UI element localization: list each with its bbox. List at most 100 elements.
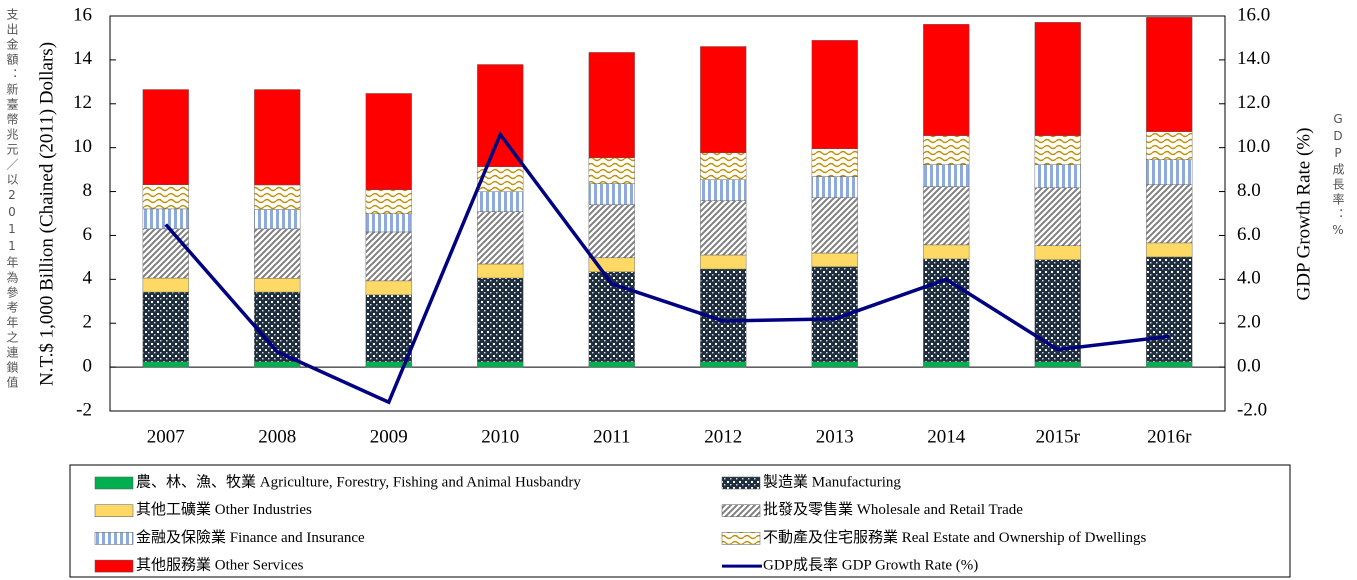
bar-segment [365, 280, 412, 296]
x-tick-label: 2012 [704, 426, 742, 447]
y-tick-label: 16 [73, 4, 92, 25]
y-tick-label: 8 [83, 180, 93, 201]
bar-segment [254, 278, 301, 293]
y2-tick-label: 2.0 [1237, 312, 1261, 333]
legend-swatch [94, 532, 134, 545]
bar-segment [1146, 131, 1193, 160]
y2-tick-label: 16.0 [1237, 4, 1270, 25]
bar-segment [365, 294, 412, 362]
bar-segment [365, 93, 412, 191]
y-tick-label: 14 [73, 48, 93, 69]
bar-segment [254, 184, 301, 210]
bar-segment [811, 361, 858, 368]
bar-segment [477, 211, 524, 265]
legend-label: 其他工礦業 Other Industries [136, 501, 312, 518]
x-tick-label: 2014 [927, 426, 966, 447]
bar-segment [365, 189, 412, 214]
y-tick-label: 4 [83, 268, 93, 289]
bar-segment [142, 291, 189, 362]
bar-segment [365, 213, 412, 233]
bar-segment [811, 148, 858, 177]
bar-segment [923, 164, 970, 187]
bar-segment [1146, 159, 1193, 185]
bar-segment [700, 152, 747, 180]
bar-segment [1034, 361, 1081, 368]
legend-swatch [721, 532, 761, 545]
y-tick-label: 0 [83, 355, 93, 376]
y-axis-title-zh: 支出金額：新臺幣兆元／以2011年為參考年之連鎖值 [5, 8, 19, 391]
bar-segment [1034, 164, 1081, 189]
bar-segment [588, 52, 635, 158]
bar-segment [588, 204, 635, 259]
bar-segment [588, 157, 635, 184]
bar-segment [588, 183, 635, 205]
bar-segment [477, 191, 524, 212]
y2-tick-label: 6.0 [1237, 224, 1261, 245]
legend-label: GDP成長率 GDP Growth Rate (%) [763, 557, 978, 574]
bar-segment [477, 263, 524, 279]
bar-segment [923, 258, 970, 362]
y2-tick-label: -2.0 [1237, 399, 1267, 420]
y2-axis-title-zh: GDP成長率：% [1331, 112, 1345, 240]
x-tick-label: 2010 [481, 426, 519, 447]
bar-segment [1146, 184, 1193, 244]
y2-axis-title: GDP Growth Rate (%) [1293, 128, 1314, 301]
bar-segment [1034, 259, 1081, 362]
plot-frame [109, 15, 1226, 412]
legend-label: 農、林、漁、牧業 Agriculture, Forestry, Fishing … [136, 473, 581, 490]
bar-segment [142, 277, 189, 293]
x-tick-label: 2013 [816, 426, 854, 447]
bar-segment [811, 176, 858, 198]
bar-segment [1146, 361, 1193, 368]
bar-segment [811, 40, 858, 149]
x-tick-label: 2008 [258, 426, 296, 447]
bar-segment [142, 228, 189, 279]
y2-tick-label: 4.0 [1237, 268, 1261, 289]
bar-segment [254, 228, 301, 279]
legend-label: 其他服務業 Other Services [136, 557, 304, 574]
legend-swatch [94, 504, 134, 517]
x-tick-label: 2016r [1147, 426, 1192, 447]
bar-segment [700, 254, 747, 270]
bar-segment [142, 361, 189, 368]
legend-swatch [94, 476, 134, 490]
legend-swatch [721, 504, 761, 517]
bar-segment [700, 46, 747, 153]
y-tick-label: -2 [76, 399, 92, 420]
bar-segment [811, 252, 858, 268]
bar-segment [1034, 22, 1081, 136]
legend-label: 批發及零售業 Wholesale and Retail Trade [763, 501, 1023, 518]
line-series [164, 130, 1170, 405]
bar-segment [477, 64, 524, 167]
y2-tick-label: 8.0 [1237, 180, 1261, 201]
bar-segment [254, 89, 301, 186]
bar-segment [254, 209, 301, 230]
y2-tick-label: 10.0 [1237, 136, 1270, 157]
bar-segment [1146, 17, 1193, 132]
bar-segment [365, 231, 412, 282]
y-tick-label: 2 [83, 312, 93, 333]
bar-segment [142, 89, 189, 185]
legend-swatch [721, 476, 761, 490]
bar-segment [588, 271, 635, 362]
bar-segment [700, 361, 747, 368]
legend-box [69, 464, 1291, 578]
x-tick-label: 2011 [593, 426, 630, 447]
bar-segment [700, 179, 747, 201]
bar-segment [477, 277, 524, 362]
bar-segment [923, 135, 970, 165]
bar-segment [923, 361, 970, 368]
y-tick-label: 10 [73, 136, 92, 157]
bar-segment [142, 184, 189, 210]
bar-segment [811, 197, 858, 254]
x-tick-label: 2009 [370, 426, 408, 447]
y2-tick-label: 12.0 [1237, 92, 1270, 113]
bar-segment [923, 186, 970, 246]
legend-swatch [94, 559, 134, 573]
legend-label: 不動產及住宅服務業 Real Estate and Ownership of D… [763, 529, 1146, 546]
x-tick-label: 2015r [1036, 426, 1081, 447]
bar-segment [254, 361, 301, 368]
bar-segment [1034, 187, 1081, 246]
